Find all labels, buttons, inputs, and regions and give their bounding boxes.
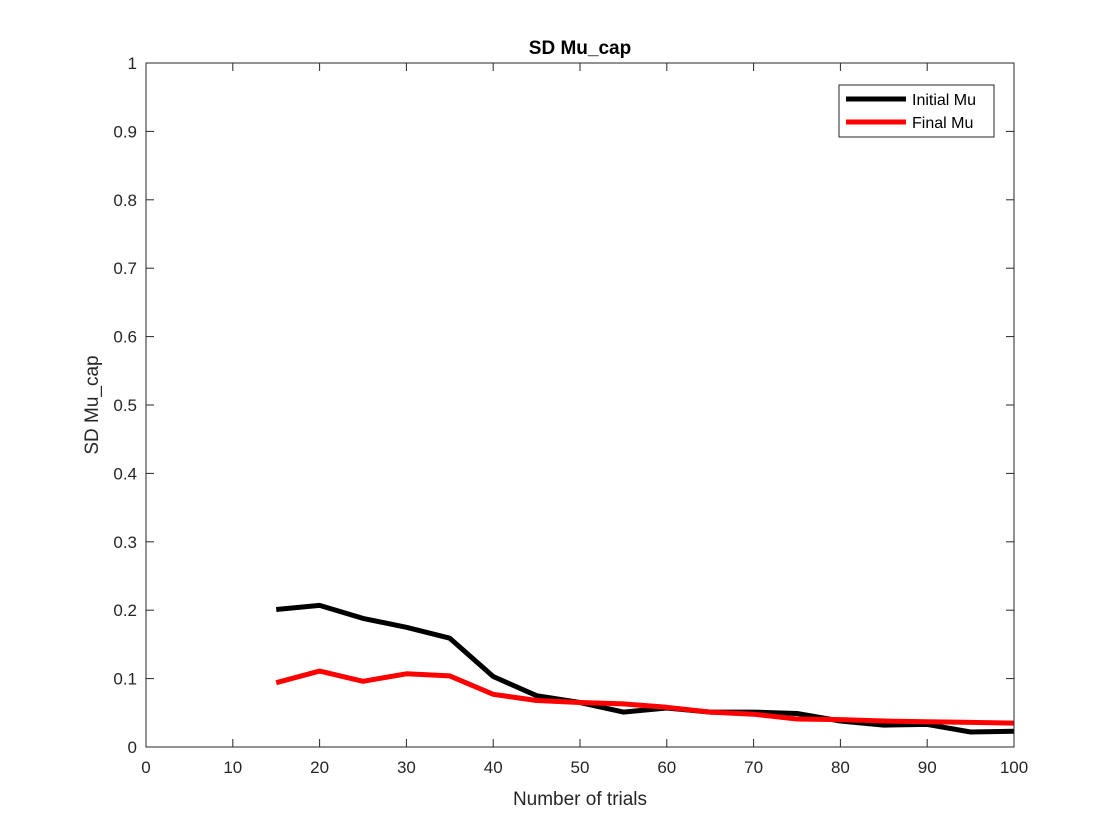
y-tick-label: 0.4 <box>113 464 137 483</box>
x-tick-label: 40 <box>484 758 503 777</box>
x-tick-label: 50 <box>571 758 590 777</box>
plot-frame <box>145 62 1015 748</box>
x-ticks: 0 10 20 30 40 50 60 70 80 90 100 <box>141 63 1028 777</box>
x-tick-label: 10 <box>223 758 242 777</box>
y-axis-label: SD Mu_cap <box>82 355 103 454</box>
y-tick-label: 0.5 <box>113 396 137 415</box>
y-tick-label: 0.2 <box>113 601 137 620</box>
y-tick-label: 0 <box>128 738 137 757</box>
y-ticks: 0 0.1 0.2 0.3 0.4 0.5 0.6 0.7 0.8 0.9 1 <box>113 54 1014 757</box>
legend: Initial Mu Final Mu <box>838 84 995 138</box>
x-tick-label: 100 <box>1000 758 1028 777</box>
y-tick-label: 0.3 <box>113 533 137 552</box>
y-tick-label: 0.8 <box>113 191 137 210</box>
x-tick-label: 90 <box>918 758 937 777</box>
series-lines <box>275 602 1015 735</box>
y-tick-label: 1 <box>128 54 137 73</box>
plot-area <box>146 63 1014 747</box>
y-tick-label: 0.1 <box>113 670 137 689</box>
x-tick-label: 0 <box>141 758 150 777</box>
x-axis-label: Number of trials <box>513 789 647 810</box>
x-tick-label: 60 <box>657 758 676 777</box>
legend-box <box>838 84 995 138</box>
y-tick-label: 0.7 <box>113 259 137 278</box>
y-tick-label: 0.9 <box>113 122 137 141</box>
x-tick-label: 70 <box>744 758 763 777</box>
x-tick-label: 20 <box>310 758 329 777</box>
chart-title: SD Mu_cap <box>529 38 631 59</box>
x-tick-label: 30 <box>397 758 416 777</box>
series-line-initial-mu <box>275 602 1015 735</box>
x-tick-label: 80 <box>831 758 850 777</box>
legend-label-initial-mu: Initial Mu <box>912 92 976 109</box>
series-line-final-mu <box>275 668 1015 726</box>
legend-label-final-mu: Final Mu <box>912 115 973 132</box>
y-tick-label: 0.6 <box>113 328 137 347</box>
